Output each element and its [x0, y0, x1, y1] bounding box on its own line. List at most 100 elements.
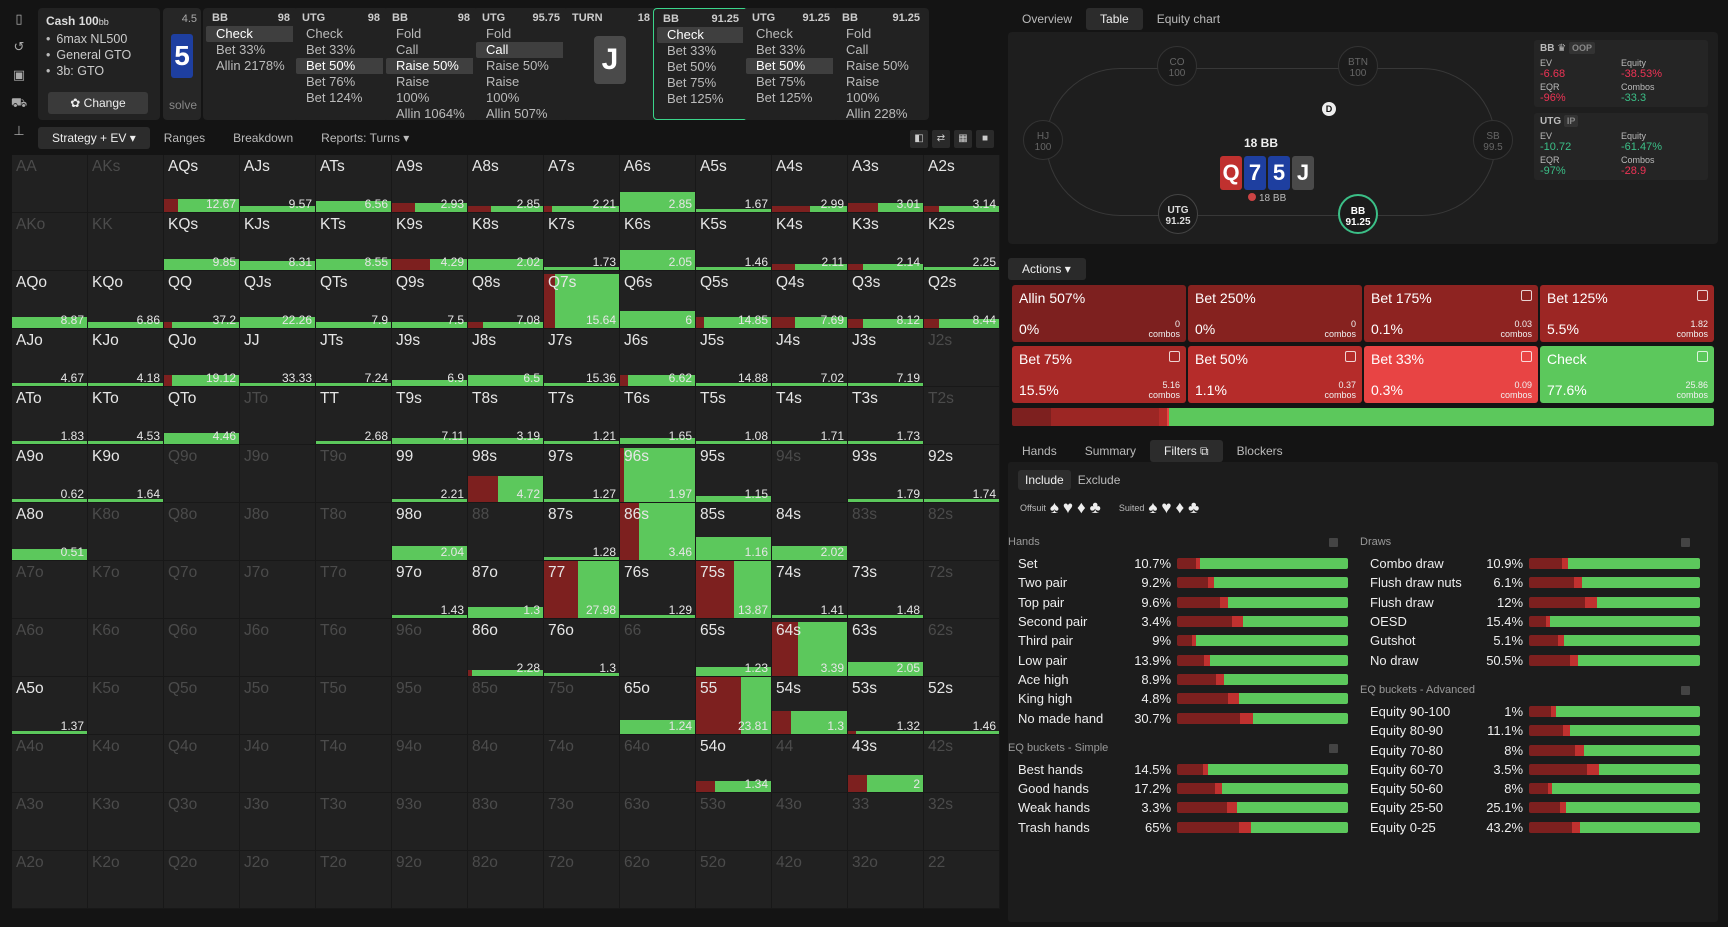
- hand-cell[interactable]: 96o: [392, 619, 468, 677]
- hand-cell[interactable]: 85s 1.16: [696, 503, 772, 561]
- hand-cell[interactable]: 77 27.98: [544, 561, 620, 619]
- hand-cell[interactable]: 93o: [392, 793, 468, 851]
- hand-cell[interactable]: T9o: [316, 445, 392, 503]
- hand-cell[interactable]: J8o: [240, 503, 316, 561]
- hand-cell[interactable]: J6o: [240, 619, 316, 677]
- filter-row[interactable]: Flush draw nuts 6.1%: [1360, 573, 1700, 592]
- hand-cell[interactable]: Q3o: [164, 793, 240, 851]
- action-option[interactable]: Raise 50%: [846, 58, 909, 73]
- hand-cell[interactable]: T7s 1.21: [544, 387, 620, 445]
- action-option[interactable]: Raise 50%: [386, 58, 476, 74]
- tab-blockers[interactable]: Blockers: [1236, 444, 1283, 458]
- hand-cell[interactable]: Q9o: [164, 445, 240, 503]
- actions-dropdown[interactable]: Actions ▾: [1008, 258, 1086, 280]
- hand-cell[interactable]: 92o: [392, 851, 468, 909]
- tab-hands[interactable]: Hands: [1022, 444, 1057, 458]
- filter-row[interactable]: Equity 25-50 25.1%: [1360, 798, 1700, 817]
- hand-cell[interactable]: K3o: [88, 793, 164, 851]
- hand-cell[interactable]: K6o: [88, 619, 164, 677]
- action-option[interactable]: Fold: [396, 26, 422, 41]
- hand-cell[interactable]: 65s 1.23: [696, 619, 772, 677]
- expand-icon[interactable]: [1697, 290, 1708, 301]
- hand-cell[interactable]: Q4s 7.69: [772, 271, 848, 329]
- hand-cell[interactable]: A6s 2.85: [620, 155, 696, 213]
- hand-cell[interactable]: K8o: [88, 503, 164, 561]
- hand-cell[interactable]: K6s 2.05: [620, 213, 696, 271]
- hand-cell[interactable]: Q6s 6: [620, 271, 696, 329]
- hand-cell[interactable]: AKo: [12, 213, 88, 271]
- compare-icon[interactable]: ⇄: [932, 130, 950, 148]
- hand-cell[interactable]: KQs 9.85: [164, 213, 240, 271]
- hand-cell[interactable]: A3s 3.01: [848, 155, 924, 213]
- expand-icon[interactable]: [1521, 351, 1532, 362]
- hand-cell[interactable]: 85o: [468, 677, 544, 735]
- filter-row[interactable]: Equity 50-60 8%: [1360, 779, 1700, 798]
- hand-cell[interactable]: K8s 2.02: [468, 213, 544, 271]
- hand-cell[interactable]: A2o: [12, 851, 88, 909]
- hand-cell[interactable]: K4s 2.11: [772, 213, 848, 271]
- action-option[interactable]: Raise 50%: [486, 58, 549, 73]
- hand-cell[interactable]: AKs: [88, 155, 164, 213]
- hand-cell[interactable]: K2s 2.25: [924, 213, 1000, 271]
- hand-cell[interactable]: 86s 3.46: [620, 503, 696, 561]
- bookmark-icon[interactable]: ▯: [15, 11, 23, 26]
- tab-filters[interactable]: Filters ⧉: [1150, 440, 1223, 462]
- car-icon[interactable]: ⛟: [10, 95, 28, 110]
- hand-cell[interactable]: 74s 1.41: [772, 561, 848, 619]
- hand-cell[interactable]: A3o: [12, 793, 88, 851]
- hand-cell[interactable]: Q5o: [164, 677, 240, 735]
- action-option[interactable]: Call: [476, 42, 566, 58]
- hand-cell[interactable]: T4s 1.71: [772, 387, 848, 445]
- hand-cell[interactable]: 86o 2.28: [468, 619, 544, 677]
- action-option[interactable]: Bet 76%: [306, 74, 356, 89]
- hand-cell[interactable]: 95o: [392, 677, 468, 735]
- hand-cell[interactable]: A8o 0.51: [12, 503, 88, 561]
- hand-cell[interactable]: Q5s 14.85: [696, 271, 772, 329]
- hand-cell[interactable]: 84s 2.02: [772, 503, 848, 561]
- hand-cell[interactable]: KJs 8.31: [240, 213, 316, 271]
- hand-cell[interactable]: QJo 19.12: [164, 329, 240, 387]
- seat-utg[interactable]: UTG 91.25: [1158, 194, 1198, 234]
- hand-cell[interactable]: 54o 1.34: [696, 735, 772, 793]
- include-button[interactable]: Include: [1018, 470, 1071, 490]
- filter-row[interactable]: OESD 15.4%: [1360, 612, 1700, 631]
- hand-cell[interactable]: 32s: [924, 793, 1000, 851]
- hand-cell[interactable]: K3s 2.14: [848, 213, 924, 271]
- hand-cell[interactable]: A6o: [12, 619, 88, 677]
- action-card[interactable]: Bet 250% 0% 0 combos: [1188, 285, 1362, 342]
- expand-icon[interactable]: [1169, 351, 1180, 362]
- hand-cell[interactable]: A7o: [12, 561, 88, 619]
- hand-cell[interactable]: QTo 4.46: [164, 387, 240, 445]
- hand-cell[interactable]: J5o: [240, 677, 316, 735]
- align-icon[interactable]: ⊥: [13, 123, 25, 138]
- hand-cell[interactable]: A9s 2.93: [392, 155, 468, 213]
- action-option[interactable]: Allin 2178%: [216, 58, 285, 73]
- hand-cell[interactable]: J8s 6.5: [468, 329, 544, 387]
- hand-cell[interactable]: 66: [620, 619, 696, 677]
- hand-cell[interactable]: 95s 1.15: [696, 445, 772, 503]
- hand-cell[interactable]: A7s 2.21: [544, 155, 620, 213]
- filter-row[interactable]: Equity 90-100 1%: [1360, 702, 1700, 721]
- expand-icon[interactable]: [1697, 351, 1708, 362]
- action-option[interactable]: Bet 125%: [756, 90, 813, 105]
- seat-co[interactable]: CO 100: [1157, 46, 1197, 86]
- action-option[interactable]: Allin 507%: [486, 106, 548, 120]
- filter-row[interactable]: Ace high 8.9%: [1008, 670, 1348, 689]
- action-option[interactable]: Raise 100%: [486, 74, 520, 105]
- hand-cell[interactable]: T8s 3.19: [468, 387, 544, 445]
- hand-cell[interactable]: K4o: [88, 735, 164, 793]
- seat-hj[interactable]: HJ 100: [1023, 120, 1063, 160]
- hand-cell[interactable]: AJs 9.57: [240, 155, 316, 213]
- hand-cell[interactable]: 83o: [468, 793, 544, 851]
- hand-cell[interactable]: A8s 2.85: [468, 155, 544, 213]
- hand-cell[interactable]: K5o: [88, 677, 164, 735]
- hand-cell[interactable]: JTs 7.24: [316, 329, 392, 387]
- action-card[interactable]: Bet 125% 5.5% 1.82 combos: [1540, 285, 1714, 342]
- hand-cell[interactable]: 87s 1.28: [544, 503, 620, 561]
- hand-cell[interactable]: T4o: [316, 735, 392, 793]
- hand-cell[interactable]: 72o: [544, 851, 620, 909]
- hand-cell[interactable]: A4o: [12, 735, 88, 793]
- hand-cell[interactable]: T5o: [316, 677, 392, 735]
- filter-row[interactable]: Set 10.7%: [1008, 554, 1348, 573]
- hand-cell[interactable]: Q2s 8.44: [924, 271, 1000, 329]
